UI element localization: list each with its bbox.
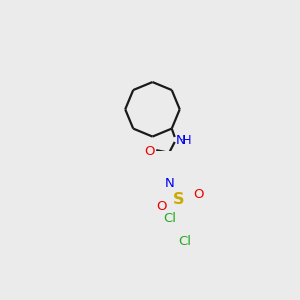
Text: Cl: Cl — [163, 212, 176, 225]
Text: S: S — [172, 192, 184, 207]
Text: O: O — [156, 200, 167, 213]
Text: ·H: ·H — [180, 134, 192, 148]
Text: O: O — [144, 146, 155, 158]
Text: Cl: Cl — [178, 235, 191, 248]
Text: N: N — [176, 134, 186, 147]
Text: N: N — [165, 177, 175, 190]
Text: O: O — [194, 188, 204, 202]
